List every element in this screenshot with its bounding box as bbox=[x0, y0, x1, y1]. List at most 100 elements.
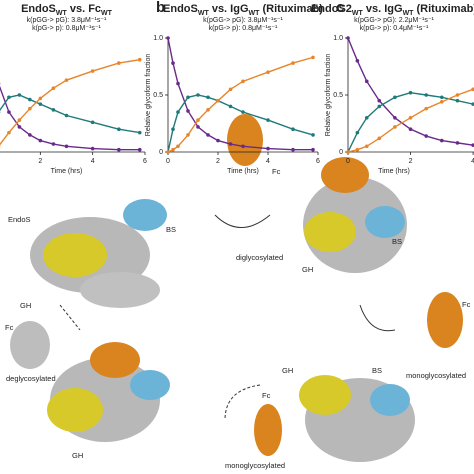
structure-label: GH bbox=[20, 301, 31, 310]
structure-label: Fc bbox=[272, 167, 281, 176]
title-part: EndoS bbox=[21, 3, 56, 15]
data-point bbox=[455, 141, 460, 145]
data-point bbox=[64, 78, 69, 82]
data-point bbox=[377, 98, 382, 103]
x-tick-label: 0 bbox=[166, 158, 170, 165]
title-part: WT bbox=[352, 10, 364, 17]
title-part: EndoS bbox=[163, 3, 198, 15]
data-point bbox=[311, 55, 315, 60]
data-point bbox=[241, 110, 245, 114]
data-point bbox=[241, 79, 245, 84]
data-point bbox=[38, 96, 43, 101]
data-point bbox=[346, 36, 350, 40]
data-point bbox=[196, 118, 200, 122]
data-point bbox=[206, 95, 210, 100]
y-tick-label: 0 bbox=[159, 149, 163, 156]
y-axis-label: Relative glycoform fraction bbox=[145, 54, 152, 137]
data-point bbox=[90, 120, 95, 125]
structure-label: diglycosylated bbox=[236, 253, 283, 262]
data-point bbox=[171, 127, 175, 131]
x-tick-label: 2 bbox=[38, 158, 42, 165]
x-axis-label: Time (hrs) bbox=[227, 168, 259, 175]
data-point bbox=[137, 130, 142, 135]
data-point bbox=[266, 70, 270, 74]
data-point bbox=[266, 146, 270, 151]
data-point bbox=[28, 97, 32, 102]
panel-letter: b bbox=[156, 0, 165, 16]
data-point bbox=[471, 102, 474, 106]
data-point bbox=[471, 143, 474, 147]
data-point bbox=[440, 95, 444, 100]
structure-label: Fc bbox=[462, 300, 471, 309]
data-point bbox=[455, 93, 460, 97]
y-tick-label: 0.5 bbox=[333, 92, 343, 99]
data-point bbox=[364, 144, 369, 149]
labels: EndoS GH BS Fc diglycosylated BS GH Fc monoglyco… bbox=[5, 167, 471, 470]
data-point bbox=[291, 127, 295, 131]
data-point bbox=[137, 57, 142, 62]
data-point bbox=[241, 144, 245, 149]
y-tick-label: 1.0 bbox=[333, 35, 343, 42]
data-point bbox=[166, 150, 170, 154]
data-point bbox=[38, 138, 43, 143]
data-point bbox=[424, 93, 428, 97]
x-tick-label: 0 bbox=[346, 158, 350, 165]
rate-annotation: k(pGG-> pG): 3.8μM⁻¹s⁻¹ bbox=[203, 17, 283, 24]
data-point bbox=[17, 93, 22, 97]
x-tick-label: 6 bbox=[316, 158, 320, 165]
rate-annotation: k(pG-> p): 0.8μM⁻¹s⁻¹ bbox=[209, 25, 278, 32]
structure-label: monoglycosylated bbox=[225, 461, 285, 470]
rate-annotation: k(pGG-> pG): 3.8μM⁻¹s⁻¹ bbox=[27, 17, 107, 24]
structures bbox=[10, 114, 463, 462]
data-point bbox=[38, 102, 43, 106]
title-part: vs. IgG bbox=[209, 3, 249, 15]
chart-title: EndoSWT vs. IgGWT (Rituximab) bbox=[163, 3, 323, 17]
data-point bbox=[117, 147, 121, 152]
fit-line bbox=[347, 37, 474, 146]
title-part: vs. IgG bbox=[363, 3, 403, 15]
structure-label: Fc bbox=[5, 323, 14, 332]
data-point bbox=[17, 125, 22, 129]
data-point bbox=[355, 59, 360, 63]
structure-label: monoglycosylated bbox=[406, 371, 466, 380]
structure-label: GH bbox=[72, 451, 83, 460]
data-point bbox=[393, 125, 397, 129]
data-point bbox=[64, 144, 69, 149]
fit-line bbox=[167, 94, 314, 153]
title-part: (Rituximab) bbox=[259, 3, 323, 15]
data-point bbox=[346, 150, 350, 154]
data-point bbox=[364, 79, 369, 84]
data-point bbox=[291, 147, 295, 152]
data-point bbox=[196, 93, 200, 97]
data-point bbox=[377, 104, 382, 109]
data-point bbox=[311, 133, 315, 137]
title-part: WT bbox=[56, 10, 68, 17]
y-tick-label: 0 bbox=[339, 149, 343, 156]
x-axis-label: Time (hrs) bbox=[378, 168, 410, 175]
chart-title: EndoS2WT vs. IgGWT (Rituximab) bbox=[311, 3, 474, 17]
data-point bbox=[186, 133, 190, 137]
fit-line bbox=[0, 85, 140, 151]
data-point bbox=[7, 95, 11, 100]
x-tick-label: 4 bbox=[91, 158, 95, 165]
data-point bbox=[216, 138, 220, 143]
structure-label: GH bbox=[282, 366, 293, 375]
data-point bbox=[424, 106, 428, 111]
x-tick-label: 2 bbox=[409, 158, 413, 165]
fit-line bbox=[347, 92, 474, 153]
data-point bbox=[440, 100, 444, 104]
chart-title: EndoSWT vs. FcWT bbox=[21, 3, 113, 17]
data-point bbox=[393, 95, 397, 100]
title-part: WT bbox=[403, 10, 415, 17]
data-point bbox=[355, 130, 360, 135]
data-point bbox=[7, 130, 11, 135]
data-point bbox=[28, 133, 32, 137]
x-tick-label: 6 bbox=[143, 158, 147, 165]
data-point bbox=[291, 61, 295, 65]
x-axis-label: Time (hrs) bbox=[51, 168, 83, 175]
data-point bbox=[28, 106, 32, 111]
data-point bbox=[455, 98, 460, 103]
data-point bbox=[393, 116, 397, 120]
data-point bbox=[228, 104, 233, 109]
